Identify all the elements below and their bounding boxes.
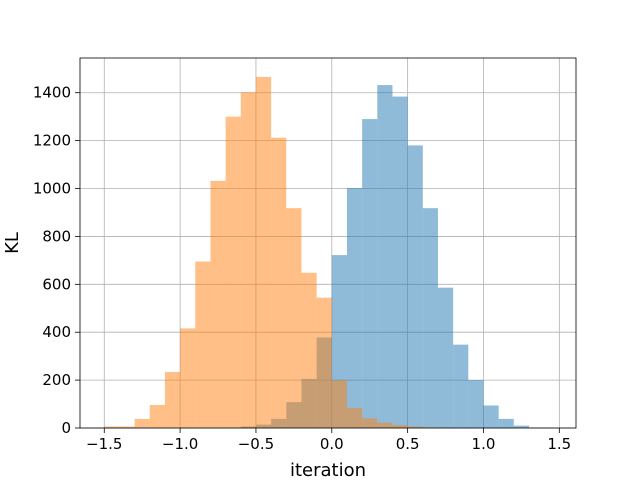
histogram-bar: [392, 96, 408, 428]
y-tick-label: 800: [42, 227, 71, 245]
histogram-bar: [453, 344, 469, 428]
histogram-bar: [225, 116, 241, 428]
x-axis-label: iteration: [290, 460, 366, 480]
histogram-bar: [437, 287, 454, 428]
x-tick-label: 1.0: [472, 435, 496, 453]
x-tick-label: 1.5: [547, 435, 571, 453]
y-axis-ticks: 0 200 400 600 800 1000 1200 1400: [33, 84, 80, 437]
histogram-bar: [240, 92, 256, 428]
histogram-bar: [331, 380, 347, 428]
y-tick-label: 1200: [33, 132, 71, 150]
histogram-bar: [513, 425, 529, 428]
y-tick-label: 1400: [33, 84, 71, 102]
histogram-bar: [468, 380, 484, 428]
histogram-bar: [362, 119, 378, 428]
histogram-bar: [149, 405, 165, 428]
plot-frame: [79, 57, 577, 429]
histogram-bar: [316, 297, 332, 428]
histogram-bar: [255, 76, 272, 428]
histogram-bar: [164, 371, 181, 428]
x-tick-label: −1.5: [86, 435, 122, 453]
histogram-bar: [377, 422, 393, 428]
histogram-bar: [180, 328, 196, 428]
y-tick-label: 200: [42, 371, 71, 389]
y-tick-label: 0: [61, 419, 71, 437]
histogram-bar: [498, 418, 514, 428]
x-tick-label: −1.0: [162, 435, 198, 453]
histogram-bar: [286, 208, 302, 428]
y-tick-label: 1000: [33, 180, 71, 198]
histogram-bar: [301, 272, 317, 428]
series-1: [104, 76, 454, 429]
histogram-bar: [422, 208, 438, 428]
histogram-bar: [407, 426, 423, 428]
histogram-bar: [346, 407, 363, 428]
histogram-bar: [271, 137, 287, 429]
y-tick-label: 400: [42, 323, 71, 341]
y-axis-label: KL: [2, 232, 23, 254]
histogram-bar: [195, 261, 211, 428]
histogram-bar: [483, 405, 499, 428]
histogram-bar: [210, 180, 226, 428]
x-tick-label: 0.5: [396, 435, 420, 453]
x-tick-label: −0.5: [238, 435, 274, 453]
histogram-bar: [392, 425, 408, 428]
histogram-bar: [362, 418, 378, 428]
histogram-bar: [346, 188, 363, 428]
x-tick-label: 0.0: [320, 435, 344, 453]
histogram-bar: [104, 426, 135, 428]
x-axis-ticks: −1.5 −1.0 −0.5 0.0 0.5 1.0 1.5: [86, 428, 571, 453]
histogram-bars: [104, 76, 552, 429]
histogram-bar: [377, 85, 393, 428]
histogram-bar: [407, 145, 423, 428]
y-tick-label: 600: [42, 275, 71, 293]
histogram-bar: [134, 418, 150, 428]
